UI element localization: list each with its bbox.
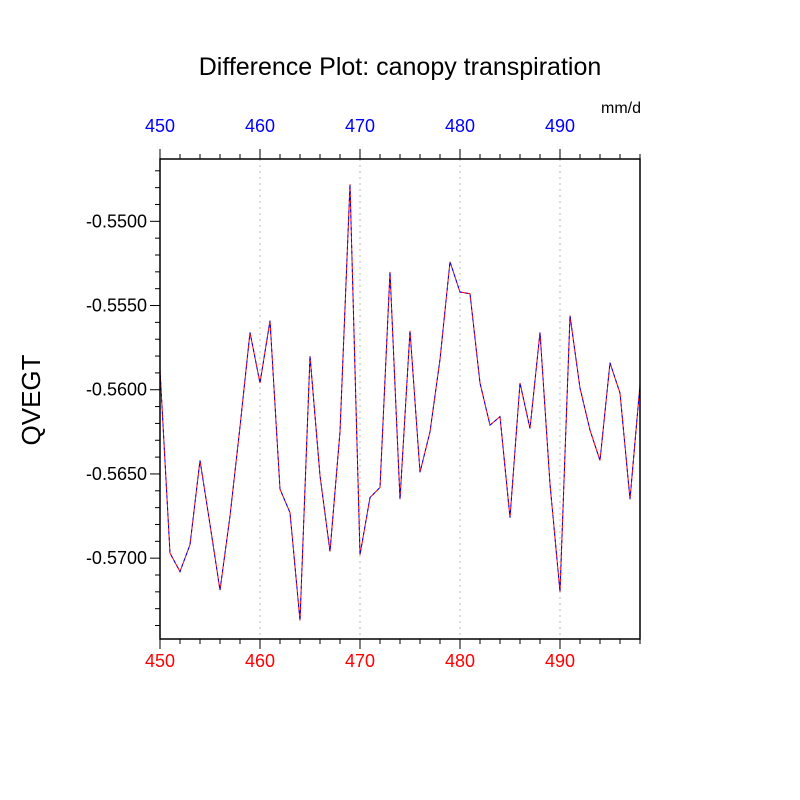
y-tick-label: -0.5600 — [86, 380, 147, 400]
top-tick-label: 490 — [545, 116, 575, 136]
units-label: mm/d — [601, 100, 641, 117]
top-tick-label: 450 — [145, 116, 175, 136]
chart-title: Difference Plot: canopy transpiration — [199, 53, 602, 81]
bottom-tick-label: 470 — [345, 651, 375, 671]
tick-labels: 450 450 460 460 470 470 480 480 490 490 -0.5500 -0.… — [86, 116, 575, 671]
y-tick-label: -0.5550 — [86, 296, 147, 316]
y-tick-label: -0.5650 — [86, 464, 147, 484]
y-axis-label: QVEGT — [16, 354, 46, 445]
top-tick-label: 470 — [345, 116, 375, 136]
top-tick-label: 480 — [445, 116, 475, 136]
series-line-0 — [159, 184, 641, 621]
bottom-tick-label: 480 — [445, 651, 475, 671]
series-layer — [159, 184, 641, 621]
plot-frame — [159, 158, 641, 640]
axis-ticks — [150, 149, 641, 649]
y-tick-label: -0.5500 — [86, 211, 147, 231]
bottom-tick-label: 450 — [145, 651, 175, 671]
y-tick-label: -0.5700 — [86, 548, 147, 568]
bottom-tick-label: 490 — [545, 651, 575, 671]
top-tick-label: 460 — [245, 116, 275, 136]
grid-lines — [259, 159, 561, 639]
bottom-tick-label: 460 — [245, 651, 275, 671]
series-line-0-dash — [159, 184, 641, 621]
